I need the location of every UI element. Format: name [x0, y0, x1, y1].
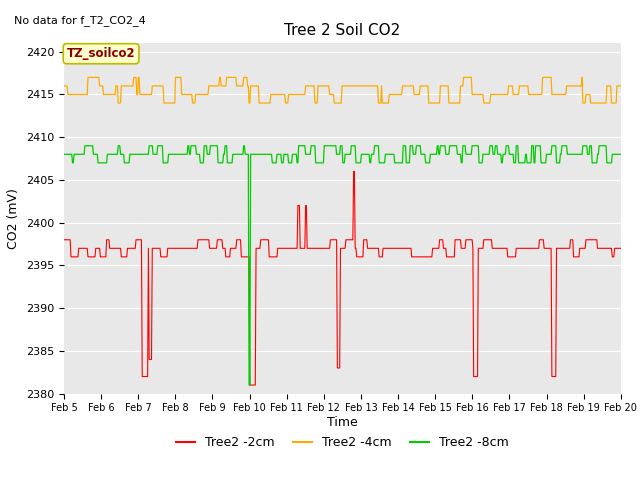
Y-axis label: CO2 (mV): CO2 (mV) — [7, 188, 20, 249]
Text: No data for f_T2_CO2_4: No data for f_T2_CO2_4 — [14, 15, 146, 26]
Text: TZ_soilco2: TZ_soilco2 — [67, 47, 136, 60]
Legend: Tree2 -2cm, Tree2 -4cm, Tree2 -8cm: Tree2 -2cm, Tree2 -4cm, Tree2 -8cm — [171, 431, 514, 454]
Title: Tree 2 Soil CO2: Tree 2 Soil CO2 — [284, 23, 401, 38]
X-axis label: Time: Time — [327, 416, 358, 429]
